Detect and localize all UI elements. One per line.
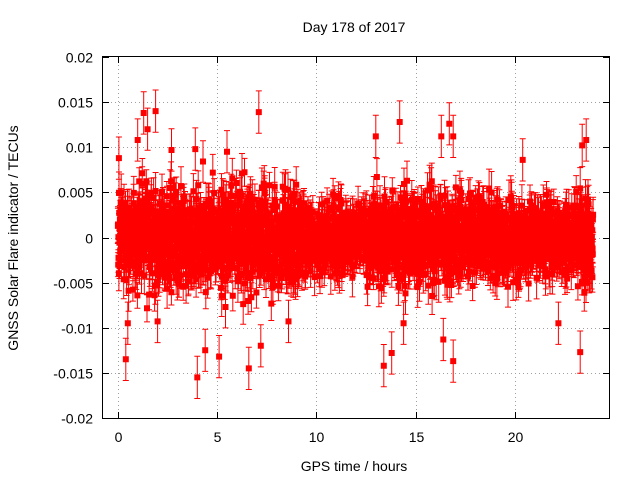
y-tick-label: 0 [85,231,93,247]
y-tick-label: -0.005 [53,276,93,292]
x-tick-label: 10 [309,429,325,445]
x-tick-label: 5 [214,429,222,445]
data-points [114,108,597,381]
y-tick-label: 0.015 [58,95,93,111]
y-tick-label: -0.02 [61,411,93,427]
x-tick-label: 15 [409,429,425,445]
axis-ticks: -0.02 -0.015 -0.01 -0.005 0 0.005 0.01 0.015 0.0… [53,50,609,445]
y-tick-label: 0.01 [66,140,93,156]
y-tick-label: -0.01 [61,321,93,337]
x-tick-label: 20 [508,429,524,445]
data-series [114,89,597,399]
y-axis-label: GNSS Solar Flare indicator / TECUs [5,125,21,350]
y-tick-label: -0.015 [53,366,93,382]
y-tick-label: 0.02 [66,50,93,66]
y-tick-label: 0.005 [58,185,93,201]
plot-frame [102,56,610,419]
x-tick-label: 0 [115,429,123,445]
x-axis-label: GPS time / hours [301,458,408,474]
chart-title: Day 178 of 2017 [303,19,406,35]
